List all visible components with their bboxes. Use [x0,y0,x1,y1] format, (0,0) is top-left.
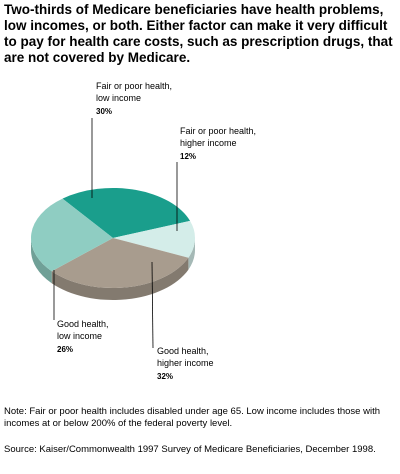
leader-lines [53,118,178,349]
slice-label-good-low-line2: low income [57,331,102,341]
slice-value-good-low: 26% [57,345,73,354]
slice-label-fair-poor-low-line1: Fair or poor health, [96,81,172,91]
pie-slice-fair-poor-low [62,187,191,238]
chart-source: Source: Kaiser/Commonwealth 1997 Survey … [4,444,376,455]
pie-side-good-low [31,238,52,284]
pie-slice-fair-poor-higher [113,220,195,258]
slice-label-fair-poor-low-line2: low income [96,93,141,103]
leader-line-good-higher [151,261,154,349]
pie-slices [30,187,195,288]
pie-slice-good-low [30,198,114,272]
pie-side-good-higher [51,257,189,300]
slice-label-good-low-line1: Good health, [57,319,109,329]
slice-label-good-higher-line2: higher income [157,358,214,368]
chart-note: Note: Fair or poor health includes disab… [4,406,381,429]
pie-side-fair-poor-higher [188,238,196,270]
chart-title: Two-thirds of Medicare beneficiaries hav… [4,2,393,65]
slice-label-fair-poor-higher-line1: Fair or poor health, [180,126,256,136]
slice-value-fair-poor-low: 30% [96,107,112,116]
slice-label-good-higher-line1: Good health, [157,346,209,356]
pie-slice-good-higher [51,238,189,288]
slice-label-fair-poor-higher-line2: higher income [180,138,237,148]
slice-value-good-higher: 32% [157,372,173,381]
pie-depth [31,238,196,300]
slice-value-fair-poor-higher: 12% [180,152,196,161]
